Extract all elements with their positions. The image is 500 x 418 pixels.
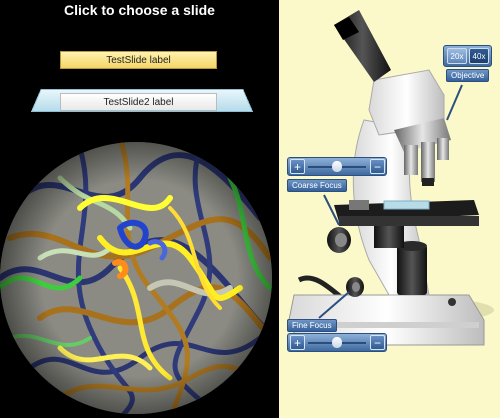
objective-40x-button[interactable]: 40x: [469, 48, 489, 64]
microscope-pane: 20x 40x Objective + − Coarse Focus Fine …: [279, 0, 500, 418]
microscope-view-circle: [0, 142, 272, 414]
objective-20x-button[interactable]: 20x: [447, 48, 467, 64]
coarse-focus-slider-knob[interactable]: [332, 161, 342, 172]
coarse-focus-label: Coarse Focus: [287, 179, 347, 192]
coarse-focus-minus-button[interactable]: −: [370, 159, 385, 174]
objective-label: Objective: [446, 69, 490, 82]
fine-focus-plus-button[interactable]: +: [290, 335, 305, 350]
coarse-focus-plus-button[interactable]: +: [290, 159, 305, 174]
specimen-image: [0, 142, 272, 414]
fine-focus-label: Fine Focus: [287, 319, 337, 332]
fine-focus-control: + −: [287, 333, 387, 352]
microscope-illustration: [288, 10, 494, 346]
slide-button-testslide[interactable]: TestSlide label: [60, 51, 217, 69]
coarse-focus-control: + −: [287, 157, 387, 176]
page-title: Click to choose a slide: [64, 2, 215, 18]
fine-focus-minus-button[interactable]: −: [370, 335, 385, 350]
slide-chooser-pane: Click to choose a slide TestSlide label …: [0, 2, 272, 414]
fine-focus-slider-knob[interactable]: [332, 337, 342, 348]
objective-selector: 20x 40x: [443, 45, 492, 67]
slide-button-testslide2[interactable]: TestSlide2 label: [60, 93, 217, 111]
